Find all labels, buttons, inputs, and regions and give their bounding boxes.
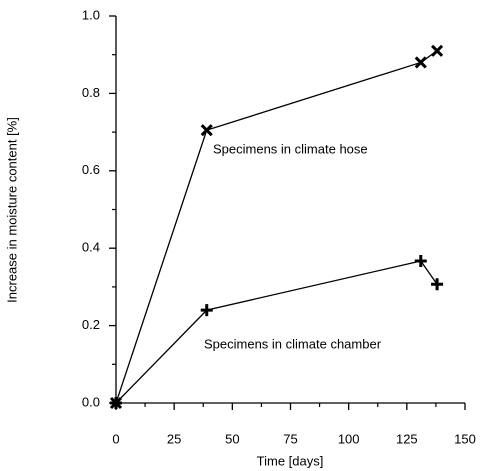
series-line bbox=[115, 50, 438, 404]
marker bbox=[200, 124, 213, 137]
series-label: Specimens in climate chamber bbox=[204, 336, 382, 351]
x-tick-label: 75 bbox=[283, 431, 297, 446]
x-tick-label: 150 bbox=[454, 431, 476, 446]
x-tick-label: 50 bbox=[225, 431, 239, 446]
y-axis-label: Increase in moisture content [%] bbox=[4, 117, 19, 303]
marker bbox=[431, 278, 444, 291]
x-tick-label: 0 bbox=[112, 431, 119, 446]
marker bbox=[431, 44, 444, 57]
x-tick-label: 25 bbox=[167, 431, 181, 446]
y-tick-label: 1.0 bbox=[82, 7, 100, 22]
y-tick-label: 0.0 bbox=[82, 394, 100, 409]
series-line bbox=[115, 260, 438, 404]
x-axis-label: Time [days] bbox=[257, 453, 324, 468]
y-tick-label: 0.8 bbox=[82, 85, 100, 100]
series-label: Specimens in climate hose bbox=[213, 141, 368, 156]
y-tick-label: 0.2 bbox=[82, 317, 100, 332]
x-tick-label: 100 bbox=[338, 431, 360, 446]
marker bbox=[414, 56, 427, 69]
marker bbox=[414, 254, 427, 267]
y-tick-label: 0.6 bbox=[82, 162, 100, 177]
marker bbox=[110, 397, 122, 409]
y-tick-label: 0.4 bbox=[82, 240, 100, 255]
marker bbox=[200, 304, 213, 317]
x-tick-label: 125 bbox=[396, 431, 418, 446]
